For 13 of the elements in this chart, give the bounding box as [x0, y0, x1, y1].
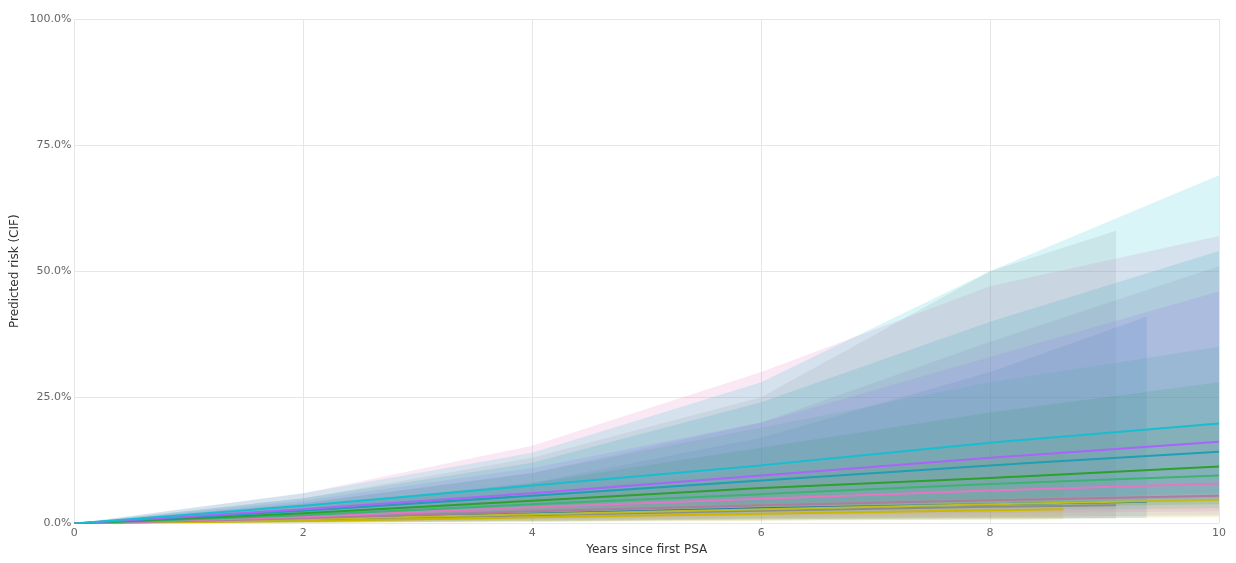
- y-tick-label: 50.0%: [36, 264, 72, 278]
- x-tick-label: 0: [70, 525, 78, 539]
- x-tick-label: 2: [299, 525, 307, 539]
- y-tick-label: 0.0%: [43, 516, 72, 530]
- x-tick-label: 6: [757, 525, 765, 539]
- y-tick-label: 75.0%: [36, 137, 72, 151]
- y-tick-label: 100.0%: [29, 11, 72, 25]
- x-tick-label: 10: [1212, 525, 1226, 539]
- x-tick-label: 8: [986, 525, 994, 539]
- y-axis-title: Predicted risk (CIF): [7, 214, 22, 329]
- x-axis-title: Years since first PSA: [585, 541, 708, 556]
- y-tick-label: 25.0%: [36, 390, 72, 404]
- x-tick-label: 4: [528, 525, 536, 539]
